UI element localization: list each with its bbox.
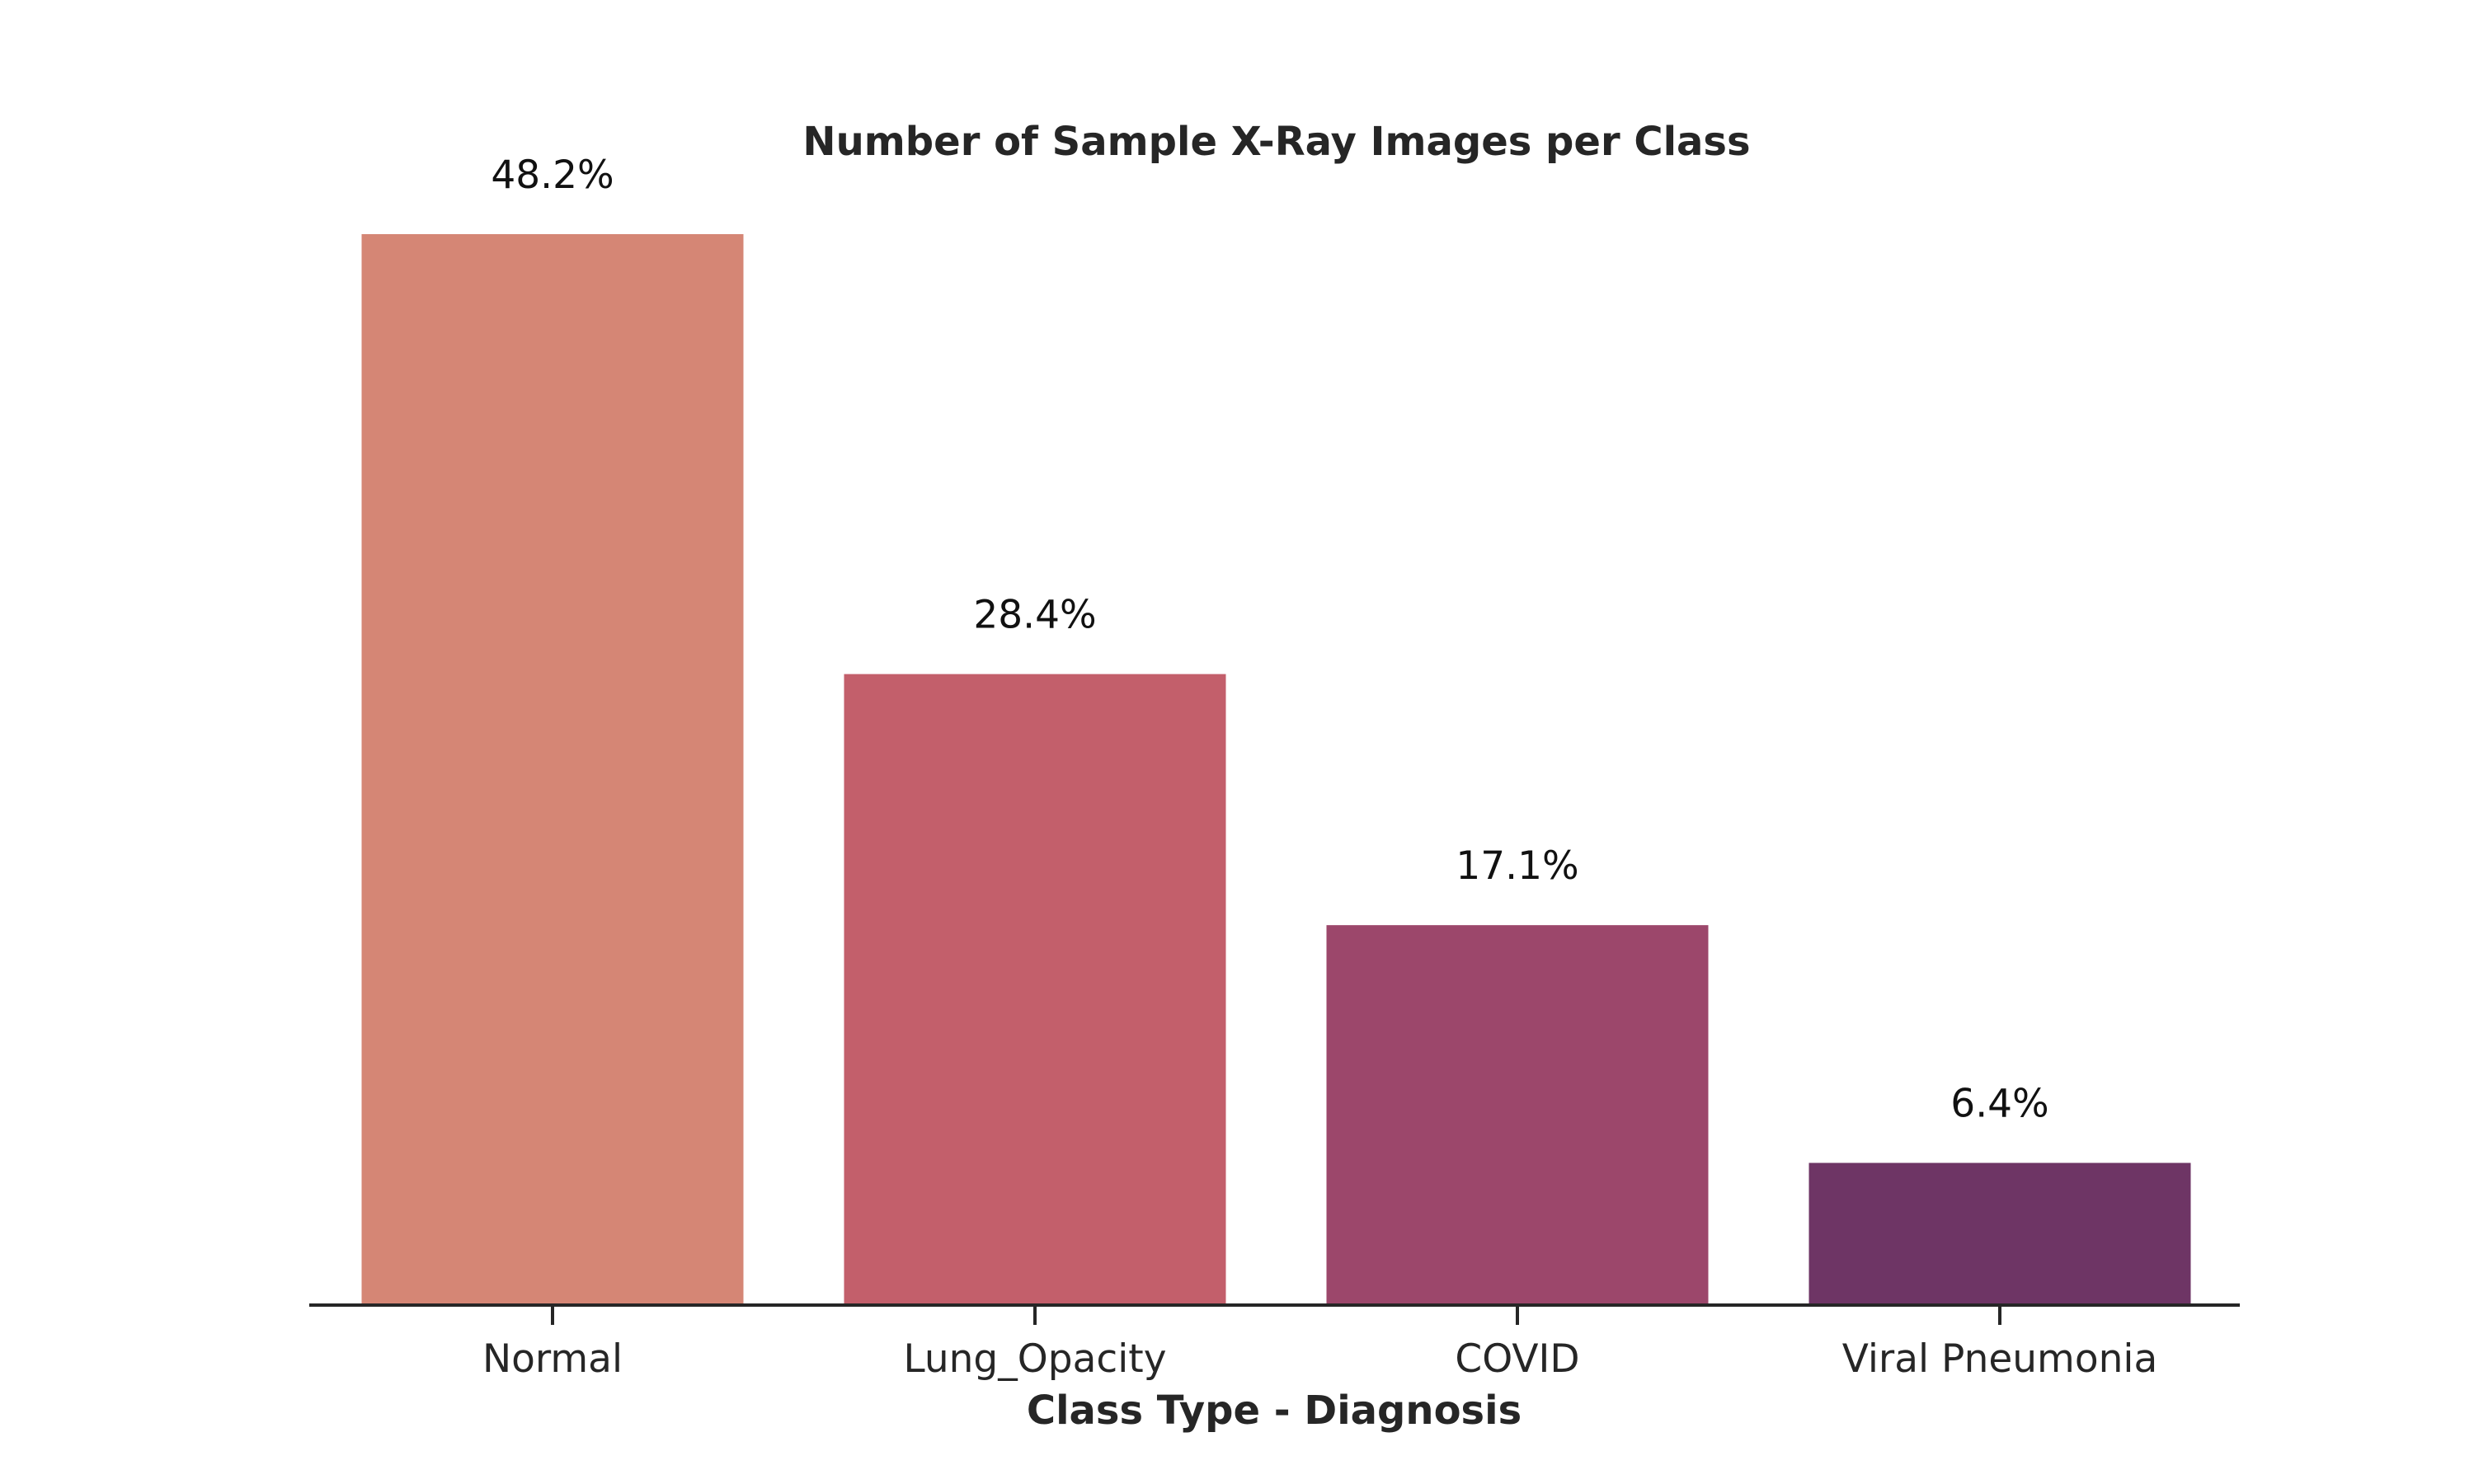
- x-tick-label-covid: COVID: [1455, 1336, 1579, 1382]
- x-tick-label-lung-opacity: Lung_Opacity: [903, 1336, 1166, 1382]
- bar-viral-pneumonia: [1808, 1162, 2191, 1305]
- x-tick-label-viral-pneumonia: Viral Pneumonia: [1842, 1336, 2158, 1382]
- bars-layer: [361, 234, 2191, 1305]
- bar-normal: [361, 234, 744, 1305]
- data-label-covid: 17.1%: [1456, 843, 1578, 889]
- x-ticks-layer: Normal Lung_Opacity COVID Viral Pneumonia: [482, 1305, 2157, 1382]
- data-label-normal: 48.2%: [491, 153, 614, 198]
- chart-title: Number of Sample X-Ray Images per Class: [802, 119, 1750, 165]
- x-tick-label-normal: Normal: [482, 1336, 623, 1382]
- data-labels-layer: 48.2% 28.4% 17.1% 6.4%: [491, 153, 2048, 1127]
- bar-covid: [1326, 925, 1709, 1305]
- data-label-lung-opacity: 28.4%: [973, 593, 1096, 638]
- data-label-viral-pneumonia: 6.4%: [1950, 1082, 2048, 1127]
- x-axis-label: Class Type - Diagnosis: [1027, 1388, 1522, 1434]
- bar-lung-opacity: [844, 674, 1226, 1305]
